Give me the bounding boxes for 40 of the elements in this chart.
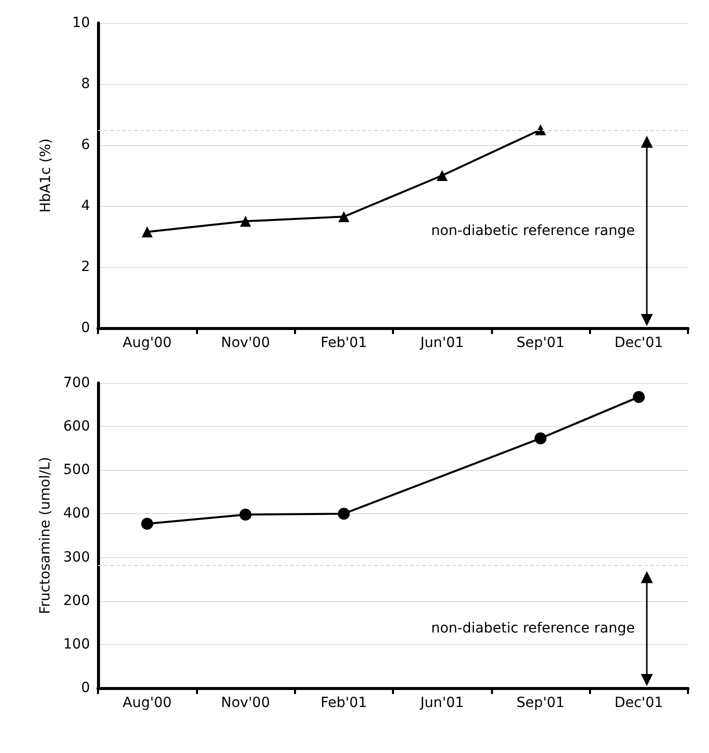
y-tick-label: 8 (81, 76, 90, 92)
y-tick-label: 4 (81, 198, 90, 214)
y-tick-label: 0 (81, 680, 90, 696)
y-tick-label: 10 (72, 15, 90, 31)
point (436, 170, 448, 181)
point (338, 508, 350, 520)
x-tick-label: Jun'01 (419, 335, 464, 351)
point (141, 518, 154, 530)
y-tick-label: 0 (81, 320, 90, 336)
y-tick-label: 200 (63, 592, 90, 609)
y-tick-label: 300 (63, 549, 90, 566)
y-tick-label: 600 (63, 418, 90, 435)
point (240, 216, 251, 227)
point (534, 432, 546, 444)
point (632, 390, 645, 403)
y-axis-title: HbA1c (%) (38, 138, 54, 213)
x-tick-label: Nov'00 (221, 695, 270, 711)
y-tick-label: 400 (63, 506, 90, 522)
point (142, 226, 153, 238)
annotation: non-diabetic reference range (431, 620, 635, 637)
point (240, 508, 252, 521)
y-axis-title: Fructosamine (umol/L) (37, 456, 54, 614)
y-tick-label: 6 (81, 137, 90, 153)
point (338, 211, 350, 222)
x-tick-label: Jun'01 (419, 695, 464, 711)
y-tick-label: 100 (63, 636, 90, 652)
x-tick-label: Sep'01 (516, 695, 565, 711)
x-tick-label: Aug'00 (122, 335, 172, 351)
x-tick-label: Dec'01 (614, 335, 664, 351)
x-tick-label: Feb'01 (320, 335, 368, 351)
point (535, 124, 546, 136)
y-tick-label: 700 (63, 375, 90, 391)
y-tick-label: 500 (63, 462, 90, 478)
y-tick-label: 2 (81, 259, 90, 275)
x-tick-label: Sep'01 (516, 335, 565, 351)
x-tick-label: Feb'01 (320, 695, 368, 711)
x-tick-label: Nov'00 (221, 335, 270, 351)
x-tick-label: Aug'00 (122, 695, 172, 711)
annotation: non-diabetic reference range (431, 222, 635, 239)
x-tick-label: Dec'01 (614, 695, 664, 711)
